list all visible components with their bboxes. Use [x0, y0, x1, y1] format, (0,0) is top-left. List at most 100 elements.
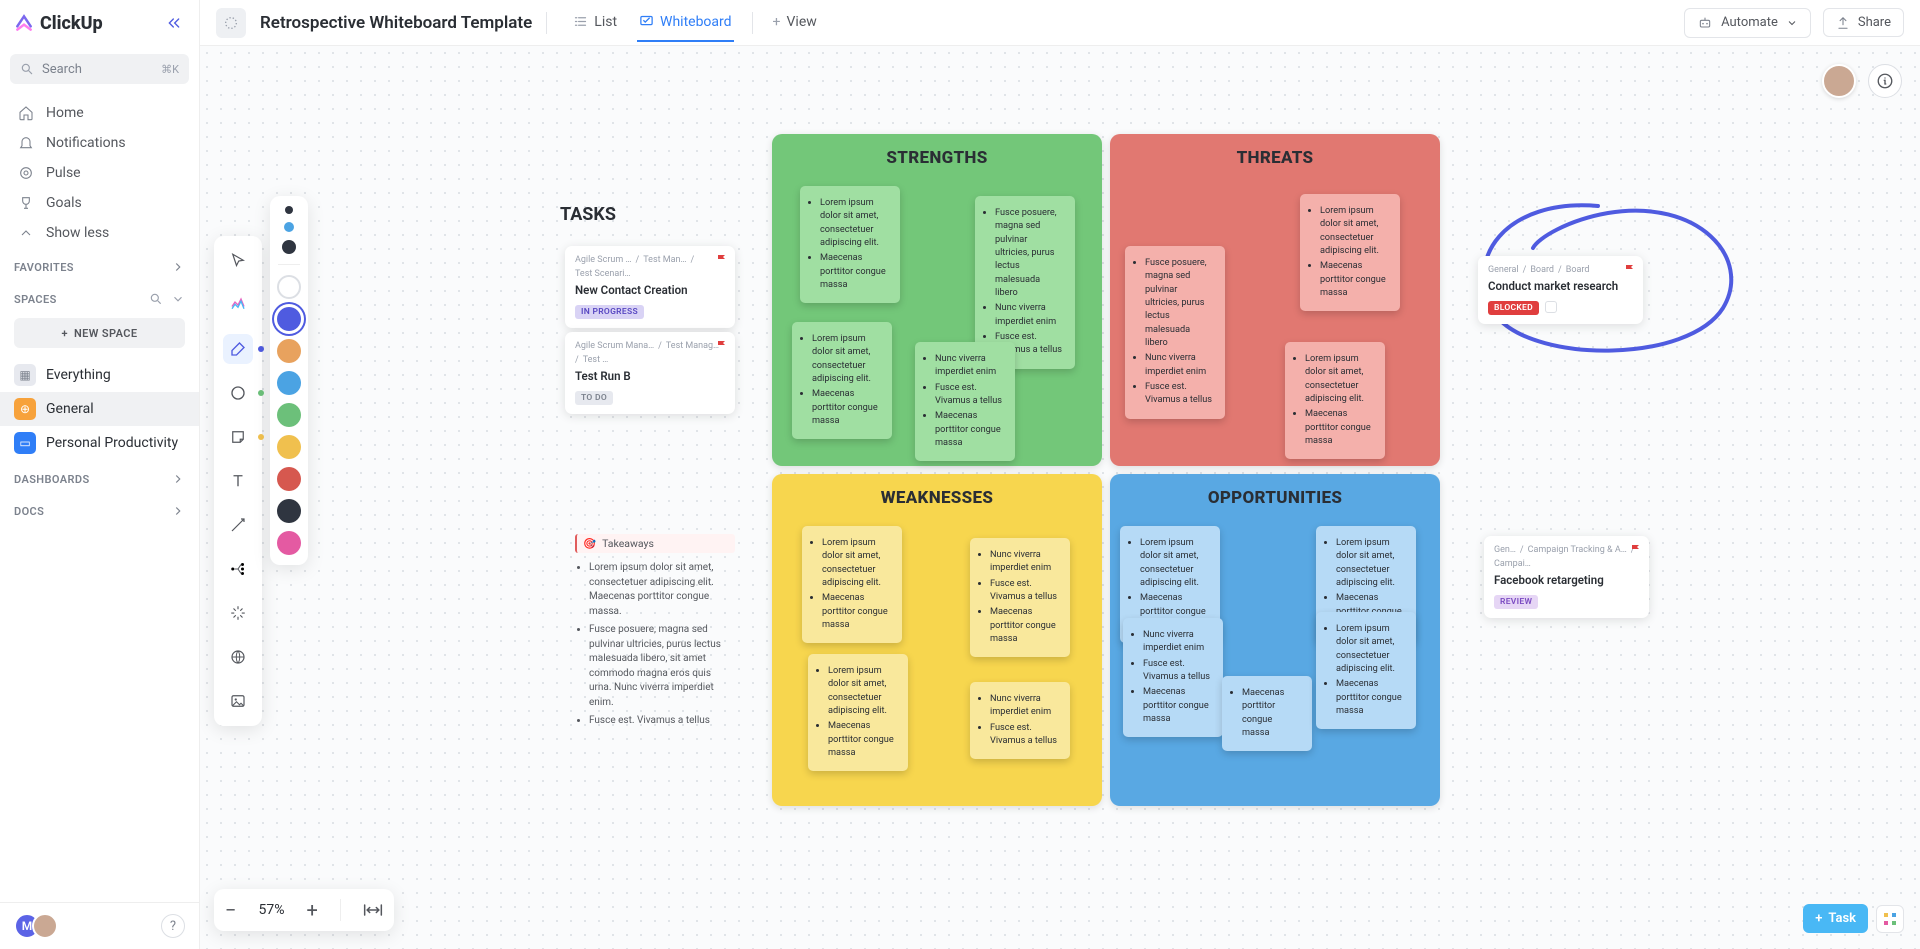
automate-button[interactable]: Automate	[1684, 8, 1811, 38]
sticky-note[interactable]: Lorem ipsum dolor sit amet, consectetuer…	[808, 654, 908, 771]
sidebar: ClickUp Search ⌘K Home Notifications Pul…	[0, 0, 200, 949]
grid-icon: ▦	[14, 364, 36, 386]
tool-connector[interactable]	[223, 510, 253, 540]
takeaways-title: Takeaways	[602, 537, 654, 550]
tab-whiteboard[interactable]: Whiteboard	[637, 4, 734, 42]
color-green[interactable]	[277, 403, 301, 427]
space-general[interactable]: ⊕ General	[0, 392, 199, 426]
stroke-thin[interactable]	[285, 206, 293, 214]
tool-mindmap[interactable]	[223, 554, 253, 584]
plus-icon: +	[1815, 911, 1822, 926]
fit-width-button[interactable]	[363, 902, 383, 918]
sticky-note[interactable]: Nunc viverra imperdiet enimFusce est. Vi…	[915, 342, 1015, 461]
chevron-down-icon[interactable]	[171, 292, 185, 306]
new-space-button[interactable]: + NEW SPACE	[14, 318, 185, 348]
checkbox-icon	[1545, 301, 1557, 313]
sticky-note[interactable]: Nunc viverra imperdiet enimFusce est. Vi…	[970, 538, 1070, 657]
text-icon	[229, 472, 247, 490]
takeaways-block[interactable]: 🎯Takeaways Lorem ipsum dolor sit amet, c…	[575, 534, 735, 733]
task-card[interactable]: Agile Scrum Mana…/Test Manag…/Test … Tes…	[565, 332, 735, 414]
target-icon: 🎯	[583, 537, 596, 550]
list-icon	[573, 14, 588, 29]
whiteboard-icon	[639, 14, 654, 29]
brand-name: ClickUp	[40, 13, 103, 34]
tool-text[interactable]	[223, 466, 253, 496]
nav-goals[interactable]: Goals	[0, 188, 199, 218]
user-avatar[interactable]	[1822, 64, 1856, 98]
color-picker-rail	[270, 196, 308, 565]
sticky-note[interactable]: Nunc viverra imperdiet enimFusce est. Vi…	[1123, 618, 1223, 737]
zoom-out-button[interactable]: −	[225, 898, 236, 922]
nav-home[interactable]: Home	[0, 98, 199, 128]
color-dark[interactable]	[277, 499, 301, 523]
new-task-button[interactable]: + Task	[1803, 904, 1868, 933]
trophy-icon	[18, 195, 34, 211]
tool-marker[interactable]	[223, 334, 253, 364]
search-icon[interactable]	[149, 292, 163, 306]
search-input[interactable]: Search ⌘K	[10, 54, 189, 84]
nav-notifications[interactable]: Notifications	[0, 128, 199, 158]
stroke-med[interactable]	[284, 222, 294, 232]
sticky-note[interactable]: Maecenas porttitor congue massa	[1222, 676, 1312, 751]
sticky-note[interactable]: Lorem ipsum dolor sit amet, consectetuer…	[802, 526, 902, 643]
info-button[interactable]	[1868, 64, 1902, 98]
tool-sticky[interactable]	[223, 422, 253, 452]
task-breadcrumbs: Agile Scrum Mana…/Test Manag…/Test …	[575, 341, 725, 365]
zoom-level: 57%	[258, 902, 284, 918]
whiteboard-toolbar	[214, 236, 262, 726]
tool-ai[interactable]	[223, 598, 253, 628]
color-white[interactable]	[277, 275, 301, 299]
task-card[interactable]: Gen…/Campaign Tracking & A…/Campai… Face…	[1484, 536, 1649, 618]
status-badge: TO DO	[575, 391, 613, 405]
search-icon	[20, 62, 34, 76]
section-dashboards[interactable]: DASHBOARDS	[0, 460, 199, 492]
section-favorites[interactable]: FAVORITES	[0, 248, 199, 280]
whiteboard-canvas[interactable]: TASKS Agile Scrum …/Test Man…/Test Scena…	[200, 46, 1920, 949]
sidebar-collapse-button[interactable]	[163, 12, 185, 34]
stroke-thick[interactable]	[282, 240, 296, 254]
sticky-note[interactable]: Nunc viverra imperdiet enimFusce est. Vi…	[970, 682, 1070, 759]
task-title: Test Run B	[575, 369, 725, 383]
section-spaces[interactable]: SPACES	[0, 280, 199, 312]
tool-web[interactable]	[223, 642, 253, 672]
color-pink[interactable]	[277, 531, 301, 555]
space-personal-productivity[interactable]: ▭ Personal Productivity	[0, 426, 199, 460]
tool-cursor[interactable]	[223, 246, 253, 276]
status-badge: IN PROGRESS	[575, 305, 644, 319]
priority-flag-icon	[717, 254, 727, 264]
brand-logo[interactable]: ClickUp	[14, 13, 103, 34]
color-orange[interactable]	[277, 339, 301, 363]
sticky-note[interactable]: Lorem ipsum dolor sit amet, consectetuer…	[1316, 612, 1416, 729]
share-icon	[1836, 16, 1850, 30]
sticky-note[interactable]: Lorem ipsum dolor sit amet, consectetuer…	[1300, 194, 1400, 311]
section-docs[interactable]: DOCS	[0, 492, 199, 524]
space-everything[interactable]: ▦ Everything	[0, 358, 199, 392]
sticky-note[interactable]: Lorem ipsum dolor sit amet, consectetuer…	[800, 186, 900, 303]
task-card[interactable]: Agile Scrum …/Test Man…/Test Scenari… Ne…	[565, 246, 735, 328]
tab-list[interactable]: List	[571, 4, 619, 42]
tool-diagram[interactable]	[223, 290, 253, 320]
search-placeholder: Search	[42, 62, 82, 77]
tool-image[interactable]	[223, 686, 253, 716]
sticky-note[interactable]: Fusce posuere, magna sed pulvinar ultric…	[1125, 246, 1225, 419]
share-button[interactable]: Share	[1823, 8, 1904, 37]
color-sky[interactable]	[277, 371, 301, 395]
bell-icon	[18, 135, 34, 151]
whiteboard-space-icon[interactable]	[216, 8, 246, 38]
color-red[interactable]	[277, 467, 301, 491]
tool-shape[interactable]	[223, 378, 253, 408]
color-blue[interactable]	[277, 307, 301, 331]
color-yellow[interactable]	[277, 435, 301, 459]
task-card[interactable]: General/Board/Board Conduct market resea…	[1478, 256, 1643, 324]
add-view-button[interactable]: + View	[771, 4, 819, 42]
user-avatars[interactable]: M	[14, 913, 58, 939]
clickup-logo-icon	[14, 13, 34, 33]
sticky-note[interactable]: Lorem ipsum dolor sit amet, consectetuer…	[1285, 342, 1385, 459]
nav-pulse[interactable]: Pulse	[0, 158, 199, 188]
help-button[interactable]: ?	[161, 914, 185, 938]
nav-show-less[interactable]: Show less	[0, 218, 199, 248]
tasks-heading: TASKS	[560, 204, 616, 225]
sticky-note[interactable]: Lorem ipsum dolor sit amet, consectetuer…	[792, 322, 892, 439]
apps-button[interactable]	[1876, 905, 1904, 933]
zoom-in-button[interactable]: +	[307, 898, 318, 922]
